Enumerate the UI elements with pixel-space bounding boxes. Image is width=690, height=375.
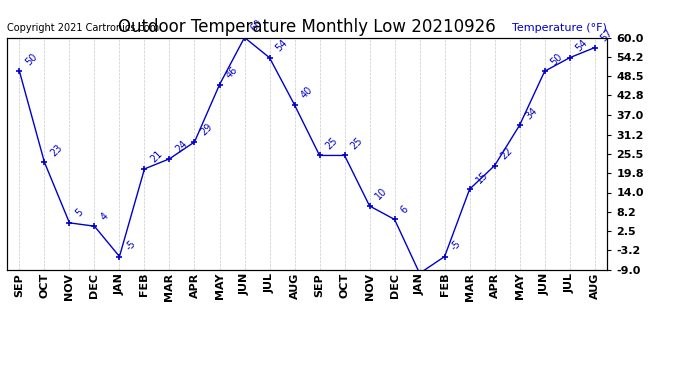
- Text: 25: 25: [324, 135, 339, 151]
- Text: 57: 57: [599, 27, 615, 44]
- Text: 54: 54: [574, 38, 590, 54]
- Text: 24: 24: [174, 139, 190, 154]
- Text: 5: 5: [74, 207, 85, 219]
- Text: 21: 21: [148, 149, 164, 165]
- Text: 50: 50: [549, 51, 564, 67]
- Text: 60: 60: [248, 18, 264, 33]
- Text: 29: 29: [199, 122, 215, 138]
- Text: 34: 34: [524, 105, 540, 121]
- Text: Copyright 2021 Cartronics.com: Copyright 2021 Cartronics.com: [7, 23, 159, 33]
- Text: 40: 40: [299, 85, 315, 101]
- Text: 54: 54: [274, 38, 290, 54]
- Text: 6: 6: [399, 204, 410, 215]
- Title: Outdoor Temperature Monthly Low 20210926: Outdoor Temperature Monthly Low 20210926: [118, 18, 496, 36]
- Text: -10: -10: [0, 374, 1, 375]
- Text: 50: 50: [23, 51, 39, 67]
- Text: 15: 15: [474, 169, 490, 185]
- Text: 23: 23: [48, 142, 64, 158]
- Text: Temperature (°F): Temperature (°F): [512, 23, 607, 33]
- Text: 22: 22: [499, 146, 515, 161]
- Text: 10: 10: [374, 186, 389, 202]
- Text: 4: 4: [99, 211, 110, 222]
- Text: -5: -5: [448, 238, 463, 252]
- Text: 25: 25: [348, 135, 364, 151]
- Text: 46: 46: [224, 65, 239, 81]
- Text: -5: -5: [124, 238, 137, 252]
